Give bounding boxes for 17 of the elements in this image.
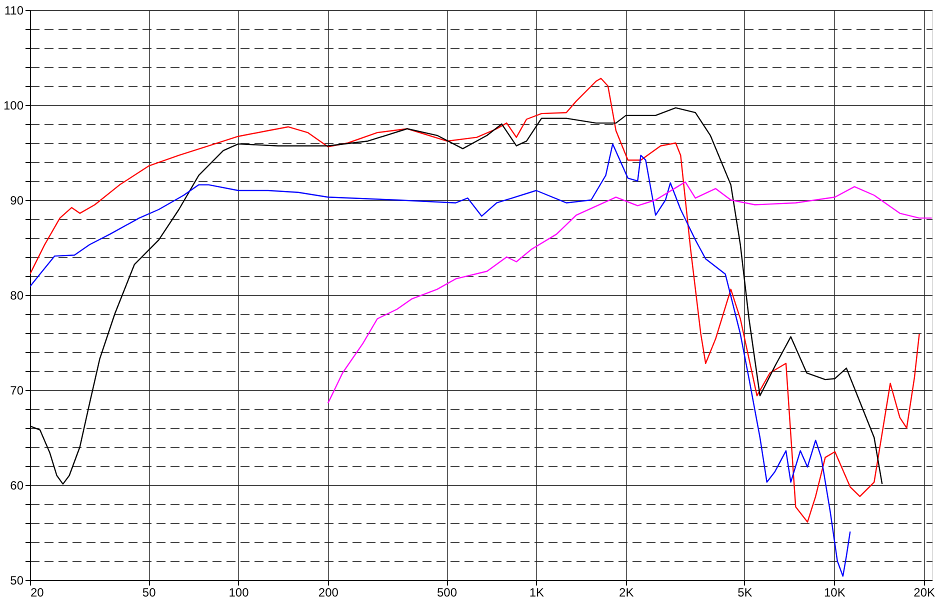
- y-tick-label: 90: [10, 194, 24, 208]
- y-tick-label: 110: [4, 4, 24, 18]
- x-tick-label: 1K: [529, 586, 544, 600]
- x-tick-label: 10K: [824, 586, 846, 600]
- y-tick-label: 80: [10, 288, 24, 302]
- y-tick-label: 50: [10, 574, 24, 588]
- x-tick-label: 500: [437, 586, 458, 600]
- y-tick-label: 100: [3, 98, 24, 112]
- x-tick-label: 5K: [738, 586, 752, 600]
- y-tick-label: 60: [10, 478, 24, 492]
- y-tick-label: 70: [10, 384, 24, 398]
- x-tick-label: 100: [228, 586, 250, 600]
- x-tick-label: 2K: [619, 586, 634, 600]
- x-tick-label: 20: [30, 586, 44, 600]
- x-tick-label: 200: [318, 586, 339, 600]
- x-tick-label: 50: [142, 586, 156, 600]
- x-tick-label: 20K: [914, 586, 936, 600]
